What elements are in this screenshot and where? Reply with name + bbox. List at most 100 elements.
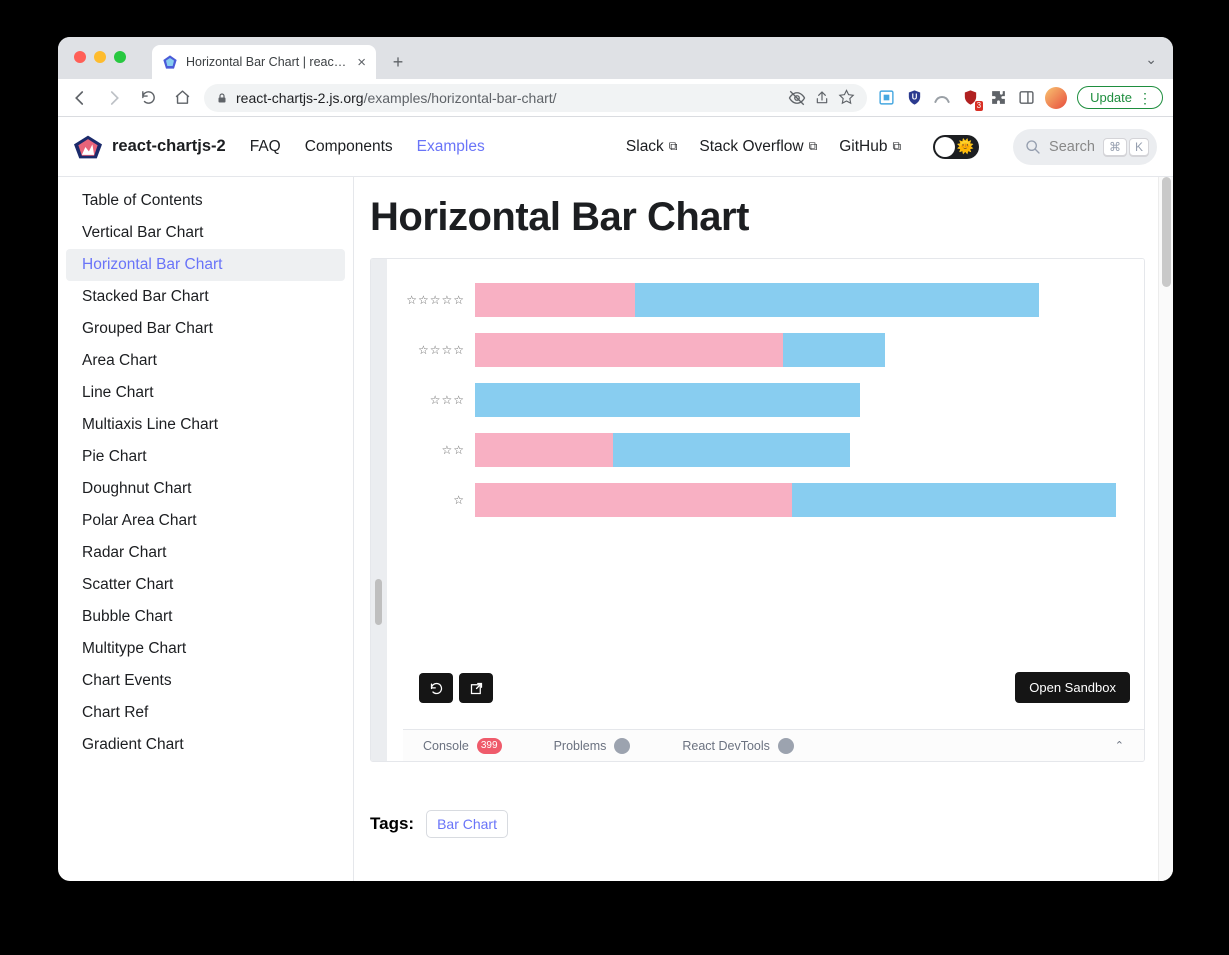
tags-label: Tags:: [370, 814, 414, 834]
sandbox-tab-problems[interactable]: Problems: [554, 738, 631, 754]
chart-row: ☆: [395, 475, 1116, 525]
eye-off-icon[interactable]: [788, 89, 806, 107]
extensions-row: U 3 Update ⋮: [877, 86, 1163, 109]
sandbox-tabs-collapse-icon[interactable]: ⌃: [1115, 739, 1124, 752]
theme-toggle[interactable]: 🌞: [933, 135, 979, 159]
sidebar-item[interactable]: Grouped Bar Chart: [66, 313, 345, 345]
search-button[interactable]: Search ⌘ K: [1013, 129, 1157, 165]
sandbox-tab-console-label: Console: [423, 739, 469, 753]
sidebar-item[interactable]: Chart Events: [66, 665, 345, 697]
sandbox-tab-console[interactable]: Console 399: [423, 738, 502, 754]
sidebar-item[interactable]: Vertical Bar Chart: [66, 217, 345, 249]
nav-components[interactable]: Components: [305, 138, 393, 156]
sidebar-item[interactable]: Chart Ref: [66, 697, 345, 729]
chart-bar-track: [475, 433, 1116, 467]
theme-toggle-knob: [935, 137, 955, 157]
link-slack[interactable]: Slack⧉: [626, 138, 677, 156]
forward-button[interactable]: [102, 86, 126, 110]
sidebar[interactable]: Table of ContentsVertical Bar ChartHoriz…: [58, 177, 354, 881]
chart-segment-series1: [475, 283, 635, 317]
close-window-icon[interactable]: [74, 51, 86, 63]
nav-examples[interactable]: Examples: [417, 138, 485, 156]
update-button[interactable]: Update ⋮: [1077, 86, 1163, 109]
scrollbar-thumb[interactable]: [1162, 177, 1171, 287]
sidebar-item[interactable]: Bubble Chart: [66, 601, 345, 633]
sidepanel-icon[interactable]: [1017, 89, 1035, 107]
kbd-cmd: ⌘: [1103, 138, 1127, 156]
site-body: Table of ContentsVertical Bar ChartHoriz…: [58, 177, 1173, 881]
site-header: react-chartjs-2 FAQ Components Examples …: [58, 117, 1173, 177]
chart-segment-series2: [792, 483, 1116, 517]
sandbox-open-external-button[interactable]: [459, 673, 493, 703]
tab-close-icon[interactable]: ×: [357, 54, 366, 71]
sidebar-item[interactable]: Gradient Chart: [66, 729, 345, 761]
browser-tab[interactable]: Horizontal Bar Chart | react-ch ×: [152, 45, 376, 79]
sidebar-item[interactable]: Scatter Chart: [66, 569, 345, 601]
sidebar-item[interactable]: Multitype Chart: [66, 633, 345, 665]
reload-button[interactable]: [136, 86, 160, 110]
tabs-overflow-icon[interactable]: ⌄: [1145, 51, 1157, 68]
new-tab-button[interactable]: +: [384, 48, 412, 76]
nav-faq[interactable]: FAQ: [250, 138, 281, 156]
profile-avatar[interactable]: [1045, 87, 1067, 109]
link-github[interactable]: GitHub⧉: [839, 138, 901, 156]
tag-chip[interactable]: Bar Chart: [426, 810, 508, 838]
sidebar-item[interactable]: Polar Area Chart: [66, 505, 345, 537]
browser-tabbar: Horizontal Bar Chart | react-ch × + ⌄: [58, 37, 1173, 79]
code-sandbox: ☆☆☆☆☆☆☆☆☆☆☆☆☆☆☆ Open Sandbox Console: [370, 258, 1145, 762]
sandbox-gutter-scrollbar[interactable]: [371, 259, 387, 761]
brand-logo-icon: [74, 135, 102, 159]
window-traffic-lights[interactable]: [74, 51, 126, 63]
update-label: Update: [1090, 90, 1132, 105]
chart-segment-series2: [475, 383, 860, 417]
external-link-icon: ⧉: [892, 139, 901, 154]
chart-category-label: ☆☆☆: [395, 393, 475, 407]
minimize-window-icon[interactable]: [94, 51, 106, 63]
brand[interactable]: react-chartjs-2: [74, 135, 226, 159]
external-link-icon: ⧉: [809, 139, 818, 154]
sandbox-refresh-button[interactable]: [419, 673, 453, 703]
sidebar-item[interactable]: Table of Contents: [66, 185, 345, 217]
sidebar-item[interactable]: Stacked Bar Chart: [66, 281, 345, 313]
main-content[interactable]: Horizontal Bar Chart ☆☆☆☆☆☆☆☆☆☆☆☆☆☆☆: [354, 177, 1173, 881]
sidebar-item[interactable]: Radar Chart: [66, 537, 345, 569]
extensions-puzzle-icon[interactable]: [989, 89, 1007, 107]
extension-ublock-icon[interactable]: 3: [961, 89, 979, 107]
link-stackoverflow[interactable]: Stack Overflow⧉: [699, 138, 817, 156]
chart-bar-track: [475, 333, 1116, 367]
chart-category-label: ☆☆☆☆☆: [395, 293, 475, 307]
chart-row: ☆☆: [395, 425, 1116, 475]
chart-bar-track: [475, 383, 1116, 417]
horizontal-bar-chart: ☆☆☆☆☆☆☆☆☆☆☆☆☆☆☆: [395, 275, 1116, 525]
sidebar-item[interactable]: Multiaxis Line Chart: [66, 409, 345, 441]
scrollbar-thumb[interactable]: [375, 579, 382, 625]
sidebar-item[interactable]: Line Chart: [66, 377, 345, 409]
extension-icon[interactable]: [877, 89, 895, 107]
maximize-window-icon[interactable]: [114, 51, 126, 63]
chart-preview: ☆☆☆☆☆☆☆☆☆☆☆☆☆☆☆ Open Sandbox Console: [387, 259, 1144, 761]
sandbox-tab-devtools[interactable]: React DevTools: [682, 738, 794, 754]
back-button[interactable]: [68, 86, 92, 110]
sidebar-item[interactable]: Horizontal Bar Chart: [66, 249, 345, 281]
chart-category-label: ☆☆☆☆: [395, 343, 475, 357]
brand-name: react-chartjs-2: [112, 137, 226, 156]
home-button[interactable]: [170, 86, 194, 110]
browser-window: Horizontal Bar Chart | react-ch × + ⌄ re…: [58, 37, 1173, 881]
chart-segment-series2: [783, 333, 886, 367]
sidebar-item[interactable]: Pie Chart: [66, 441, 345, 473]
chart-segment-series2: [613, 433, 850, 467]
extension-gray-icon[interactable]: [933, 89, 951, 107]
chart-segment-series1: [475, 483, 792, 517]
chart-segment-series1: [475, 433, 613, 467]
problems-count-badge: [614, 738, 630, 754]
chart-bar-track: [475, 283, 1116, 317]
bookmark-star-icon[interactable]: [838, 89, 855, 106]
menu-dots-icon[interactable]: ⋮: [1138, 91, 1152, 105]
sidebar-item[interactable]: Area Chart: [66, 345, 345, 377]
open-sandbox-button[interactable]: Open Sandbox: [1015, 672, 1130, 703]
sidebar-item[interactable]: Doughnut Chart: [66, 473, 345, 505]
address-bar[interactable]: react-chartjs-2.js.org/examples/horizont…: [204, 84, 867, 112]
share-icon[interactable]: [814, 90, 830, 106]
extension-shield-icon[interactable]: U: [905, 89, 923, 107]
page-scrollbar[interactable]: [1158, 177, 1173, 881]
